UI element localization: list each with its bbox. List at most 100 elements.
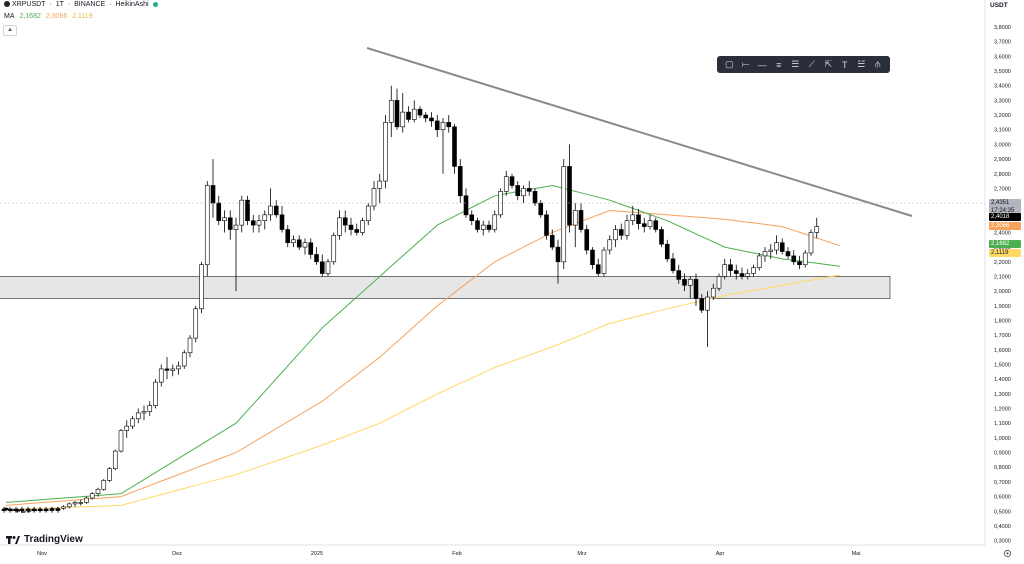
candle xyxy=(147,401,153,416)
ma-value-2: 2,3066 xyxy=(45,13,68,20)
drawing-toolbar[interactable]: ▢ ⟝ — ≡ ☰ ⟋ ⇱ T ☱ ⫛ xyxy=(717,56,890,73)
candle xyxy=(285,225,291,248)
candle-body xyxy=(664,243,670,260)
candle xyxy=(779,238,785,255)
candle xyxy=(452,123,457,174)
currency-label[interactable]: USDT xyxy=(990,2,1008,9)
tradingview-logo[interactable]: TradingView xyxy=(6,534,83,545)
x-tick-label: Feb xyxy=(452,551,461,557)
y-tick-label: 3,1000 xyxy=(994,128,1011,134)
candle-body xyxy=(423,114,429,119)
candle-body xyxy=(216,202,222,222)
candle xyxy=(78,499,84,506)
candle xyxy=(768,244,774,259)
candle xyxy=(388,85,394,138)
select-box-icon[interactable]: ▢ xyxy=(724,59,734,69)
candle-body xyxy=(262,214,268,222)
candle xyxy=(89,492,95,500)
candle xyxy=(561,159,567,270)
candle xyxy=(572,203,578,248)
candle-body xyxy=(480,224,486,230)
candle-body xyxy=(49,508,55,511)
tradingview-logo-icon xyxy=(6,535,20,544)
candle xyxy=(630,206,636,226)
candle-body xyxy=(791,255,797,263)
candle-body xyxy=(107,468,112,481)
candle-body xyxy=(78,502,84,504)
candle xyxy=(337,210,342,240)
candle-body xyxy=(89,493,95,499)
candle-body xyxy=(256,220,262,226)
candle-body xyxy=(756,255,762,268)
candle-body xyxy=(314,254,319,263)
candle xyxy=(590,247,595,270)
chevron-up-icon: ▲ xyxy=(7,27,13,33)
text-icon[interactable]: T xyxy=(842,59,848,70)
candle xyxy=(544,210,549,240)
candle xyxy=(762,247,768,262)
candle-body xyxy=(630,214,636,222)
candle xyxy=(699,294,705,314)
settings-gear-icon[interactable] xyxy=(1003,549,1012,558)
candle xyxy=(423,112,429,123)
candle-body xyxy=(745,273,751,277)
candle-body xyxy=(233,224,239,230)
candle xyxy=(526,181,532,196)
trend-line-icon[interactable]: ⟋ xyxy=(808,59,815,69)
ma-yellow-tag: 2,1119 xyxy=(989,249,1021,257)
candle-body xyxy=(710,287,716,298)
fib-icon[interactable]: ☰ xyxy=(791,59,800,69)
candle-body xyxy=(337,217,342,236)
candle xyxy=(739,267,745,280)
candle xyxy=(503,170,509,196)
candle-body xyxy=(716,276,722,289)
candle xyxy=(641,217,647,233)
symbol-name[interactable]: XRPUSDT xyxy=(12,1,46,8)
candle-body xyxy=(584,229,590,251)
collapse-legend-button[interactable]: ▲ xyxy=(3,25,17,36)
candle xyxy=(342,210,348,233)
candle-body xyxy=(572,210,578,226)
candle-body xyxy=(325,261,331,274)
candle xyxy=(756,252,762,271)
candle xyxy=(181,349,187,369)
candle-body xyxy=(434,120,440,131)
y-tick-label: 3,0000 xyxy=(994,142,1011,148)
candle xyxy=(705,291,710,347)
pitchfork-icon[interactable]: ⫛ xyxy=(875,59,881,69)
ma-legend[interactable]: MA 2,1682 2,3066 2,1119 xyxy=(4,13,96,20)
candle-body xyxy=(43,508,49,511)
y-tick-label: 0,9000 xyxy=(994,451,1011,457)
multi-line-icon[interactable]: ☱ xyxy=(857,59,866,69)
candle xyxy=(584,225,590,255)
ma-label: MA xyxy=(4,13,15,20)
candle-body xyxy=(590,249,595,266)
candle-body xyxy=(682,279,687,286)
candle xyxy=(164,357,170,380)
interval[interactable]: 1T xyxy=(55,1,64,8)
y-tick-label: 0,7000 xyxy=(994,480,1011,486)
candle xyxy=(406,106,411,123)
candle xyxy=(802,250,808,268)
parallel-channel-icon[interactable]: ≡ xyxy=(776,59,782,70)
candle xyxy=(383,115,388,189)
candle-body xyxy=(503,176,509,192)
horizontal-line-icon[interactable]: — xyxy=(757,59,767,70)
candle-body xyxy=(279,214,285,230)
candle-body xyxy=(578,210,584,230)
x-tick-label: Mai xyxy=(852,551,861,557)
y-tick-label: 0,4000 xyxy=(994,524,1011,530)
candle xyxy=(555,239,561,284)
candle xyxy=(532,188,538,207)
candle-body xyxy=(469,214,475,222)
candle xyxy=(653,217,659,233)
horizontal-ray-icon[interactable]: ⟝ xyxy=(742,59,750,69)
candle-body xyxy=(733,270,739,274)
measure-icon[interactable]: ⇱ xyxy=(824,59,833,69)
candle xyxy=(785,247,791,259)
candle xyxy=(417,106,423,118)
symbol-header[interactable]: XRPUSDT · 1T · BINANCE · HeikinAshi xyxy=(4,1,160,8)
candle-body xyxy=(130,418,135,427)
x-tick-label: Dez xyxy=(172,551,182,557)
